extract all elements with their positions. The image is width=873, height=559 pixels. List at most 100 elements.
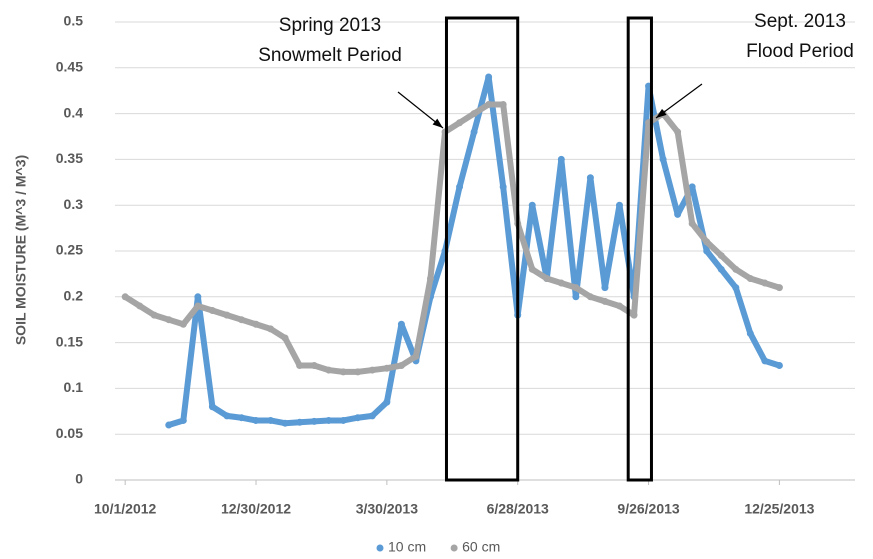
y-tick-label: 0.35 xyxy=(56,150,83,166)
y-tick-label: 0.5 xyxy=(64,13,84,29)
y-tick-label: 0.15 xyxy=(56,333,83,349)
point xyxy=(223,412,231,420)
x-tick-label: 3/30/2013 xyxy=(356,501,418,517)
point xyxy=(267,416,275,424)
point xyxy=(194,293,202,301)
point xyxy=(136,302,144,310)
point xyxy=(761,279,769,287)
x-tick-label: 10/1/2012 xyxy=(94,501,156,517)
point xyxy=(397,320,405,328)
point xyxy=(499,100,507,108)
point xyxy=(688,183,696,191)
point xyxy=(761,357,769,365)
point xyxy=(775,284,783,292)
point xyxy=(601,284,609,292)
annotation-text: Snowmelt Period xyxy=(258,45,402,66)
series-line xyxy=(122,101,783,375)
annotation-box xyxy=(626,16,653,482)
legend-marker xyxy=(376,544,384,552)
point xyxy=(354,414,362,422)
point xyxy=(557,155,565,163)
point xyxy=(121,293,129,301)
point xyxy=(354,368,362,376)
point xyxy=(339,368,347,376)
point xyxy=(586,293,594,301)
point xyxy=(456,183,464,191)
legend-label: 10 cm xyxy=(388,539,426,555)
point xyxy=(557,279,565,287)
point xyxy=(572,284,580,292)
point xyxy=(426,274,434,282)
point xyxy=(368,412,376,420)
point xyxy=(179,416,187,424)
point xyxy=(674,128,682,136)
point xyxy=(237,316,245,324)
annotation-box xyxy=(444,16,520,482)
point xyxy=(485,73,493,81)
point xyxy=(470,128,478,136)
series xyxy=(121,100,783,376)
point xyxy=(688,220,696,228)
arrow-head xyxy=(432,118,443,128)
point xyxy=(208,307,216,315)
y-tick-label: 0.3 xyxy=(64,196,84,212)
point xyxy=(703,238,711,246)
point xyxy=(412,352,420,360)
y-tick-label: 0.2 xyxy=(64,288,84,304)
point xyxy=(732,284,740,292)
point xyxy=(572,293,580,301)
point xyxy=(325,366,333,374)
point xyxy=(383,364,391,372)
point xyxy=(339,416,347,424)
annotation-text: Flood Period xyxy=(746,41,854,62)
point xyxy=(281,419,289,427)
point xyxy=(397,362,405,369)
x-tick-label: 12/25/2013 xyxy=(744,501,814,517)
annotation-text: Sept. 2013 xyxy=(754,11,846,32)
point xyxy=(267,325,275,333)
point xyxy=(252,320,260,328)
point xyxy=(717,265,725,273)
point xyxy=(717,252,725,260)
point xyxy=(281,334,289,342)
point xyxy=(296,362,304,369)
point xyxy=(237,414,245,422)
point xyxy=(659,155,667,163)
point xyxy=(615,201,623,209)
point xyxy=(746,274,754,282)
point xyxy=(775,362,783,369)
x-tick-label: 9/26/2013 xyxy=(617,501,679,517)
point xyxy=(179,320,187,328)
point xyxy=(470,110,478,118)
point xyxy=(601,297,609,305)
point xyxy=(485,100,493,108)
point xyxy=(165,316,173,324)
y-tick-label: 0.4 xyxy=(64,104,84,120)
y-tick-label: 0.1 xyxy=(64,379,84,395)
y-tick-label: 0.05 xyxy=(56,425,83,441)
y-tick-label: 0.25 xyxy=(56,242,83,258)
point xyxy=(528,265,536,273)
point xyxy=(150,311,158,319)
point xyxy=(383,398,391,406)
point xyxy=(746,329,754,337)
point xyxy=(615,302,623,310)
point xyxy=(528,201,536,209)
point xyxy=(499,183,507,191)
point xyxy=(732,265,740,273)
y-tick-label: 0.45 xyxy=(56,59,83,75)
series xyxy=(165,73,783,429)
point xyxy=(252,416,260,424)
legend-label: 60 cm xyxy=(462,539,500,555)
annotation-text: Spring 2013 xyxy=(279,15,381,36)
legend-marker xyxy=(450,544,458,552)
x-tick-label: 12/30/2012 xyxy=(221,501,291,517)
point xyxy=(674,210,682,218)
x-tick-label: 6/28/2013 xyxy=(487,501,549,517)
point xyxy=(165,421,173,429)
y-axis-label: SOIL MOISTURE (M^3 / M^3) xyxy=(13,155,29,345)
point xyxy=(223,311,231,319)
point xyxy=(703,247,711,255)
point xyxy=(543,274,551,282)
